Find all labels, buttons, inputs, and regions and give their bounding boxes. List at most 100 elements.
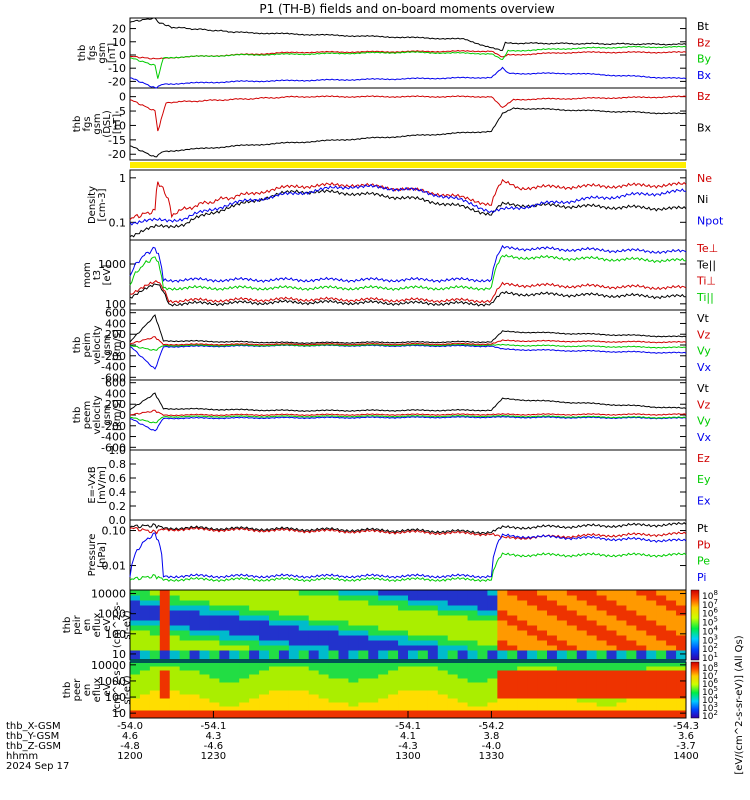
spectrogram-cell: [427, 674, 439, 679]
spectrogram-cell: [199, 615, 210, 621]
spectrogram-cell: [338, 590, 349, 596]
spectrogram-cell: [487, 714, 498, 719]
spectrogram-cell: [130, 620, 141, 626]
spectrogram-cell: [447, 682, 459, 687]
colorbar-tick-base: 10: [702, 704, 714, 714]
spectrogram-cell: [616, 620, 627, 626]
spectrogram-cell: [130, 670, 141, 675]
spectrogram-cell: [249, 610, 260, 616]
spectrogram-cell: [259, 714, 270, 719]
spectrogram-cell: [606, 645, 617, 651]
spectrogram-cell: [159, 635, 171, 641]
colorbar-tick-label: 108: [702, 589, 718, 602]
colorbar-tick-base: 10: [702, 645, 714, 655]
spectrogram-cell: [626, 645, 637, 651]
spectrogram-cell: [676, 600, 687, 606]
spectrogram-cell: [368, 650, 379, 656]
colorbar-tick-exp: 5: [713, 685, 717, 693]
spectrogram-cell: [616, 595, 627, 601]
spectrogram-cell: [139, 686, 151, 691]
spectrogram-cell: [666, 645, 677, 651]
spectrogram-cell: [606, 605, 617, 611]
spectrogram-cell: [537, 635, 548, 641]
spectrogram-cell: [547, 610, 558, 616]
spectrogram-cell: [269, 706, 280, 711]
spectrogram-cell: [398, 635, 409, 641]
spectrogram-cell: [408, 650, 419, 656]
spectrogram-cell: [626, 625, 637, 631]
spectrogram-cell: [298, 690, 310, 695]
spectrogram-cell: [269, 610, 280, 616]
spectrogram-cell: [249, 694, 260, 699]
spectrogram-cell: [517, 670, 528, 675]
series-peem-Vz: [129, 409, 687, 417]
spectrogram-cell: [457, 706, 469, 711]
spectrogram-cell: [636, 690, 647, 695]
spectrogram-cell: [606, 686, 617, 691]
spectrogram-cell: [130, 666, 141, 671]
spectrogram-cell: [398, 630, 409, 636]
spectrogram-cell: [576, 590, 588, 596]
spectrogram-cell: [219, 678, 230, 683]
spectrogram-cell: [249, 645, 260, 651]
spectrogram-cell: [179, 595, 191, 601]
spectrogram-cell: [616, 630, 627, 636]
y-axis-label-line: eV: [102, 618, 113, 631]
spectrogram-cell: [159, 666, 171, 671]
spectrogram-cell: [179, 650, 191, 656]
spectrogram-cell: [616, 640, 627, 646]
y-axis-label-line: [cm-3]: [97, 188, 108, 221]
spectrogram-cell: [269, 615, 280, 621]
spectrogram-cell: [130, 625, 141, 631]
spectrogram-cell: [547, 650, 558, 656]
spectrogram-cell: [547, 686, 558, 691]
spectrogram-cell: [586, 600, 598, 606]
legend-Bt: Bt: [697, 20, 710, 33]
spectrogram-cell: [586, 710, 598, 715]
spectrogram-cell: [537, 702, 548, 707]
spectrogram-cell: [179, 666, 191, 671]
spectrogram-cell: [179, 605, 191, 611]
spectrogram-cell: [527, 630, 538, 636]
spectrogram-cell: [527, 670, 538, 675]
spectrogram-cell: [229, 706, 240, 711]
spectrogram-cell: [209, 640, 220, 646]
spectrogram-cell: [676, 706, 687, 711]
spectrogram-cell: [487, 635, 498, 641]
spectrogram-cell: [556, 702, 568, 707]
colorbar-tick-base: 10: [702, 627, 714, 637]
spectrogram-cell: [596, 698, 608, 703]
spectrogram-cell: [537, 678, 548, 683]
spectrogram-cell: [656, 670, 667, 675]
spectrogram-cell: [130, 640, 141, 646]
colorbar-tick-base: 10: [702, 672, 714, 682]
spectrogram-cell: [467, 625, 478, 631]
spectrogram-cell: [437, 670, 449, 675]
spectrogram-cell: [437, 714, 449, 719]
spectrogram-cell: [606, 590, 617, 596]
y-axis-label-line: sr-eV): [122, 610, 133, 639]
colorbar-tick-base: 10: [702, 664, 714, 674]
spectrogram-cell: [547, 635, 558, 641]
spectrogram-cell: [586, 635, 598, 641]
spectrogram-cell: [130, 706, 141, 711]
spectrogram-cell: [288, 620, 300, 626]
spectrogram-cell: [576, 615, 588, 621]
spectrogram-cell: [676, 640, 687, 646]
spectrogram-cell: [596, 645, 608, 651]
spectrogram-cell: [288, 678, 300, 683]
spectrogram-cell: [378, 645, 389, 651]
spectrogram-cell: [666, 670, 677, 675]
spectrogram-cell: [457, 702, 469, 707]
spectrogram-cell: [139, 698, 151, 703]
spectrogram-cell: [249, 595, 260, 601]
spectrogram-cell: [417, 615, 429, 621]
legend-Vt: Vt: [697, 312, 710, 325]
y-axis-label-line: thb: [77, 45, 88, 62]
spectrogram-cell: [616, 694, 627, 699]
y-axis-label-line: (cm^2-s-: [112, 666, 123, 713]
spectrogram-cell: [487, 625, 498, 631]
spectrogram-cell: [556, 610, 568, 616]
spectrogram-cell: [239, 674, 250, 679]
